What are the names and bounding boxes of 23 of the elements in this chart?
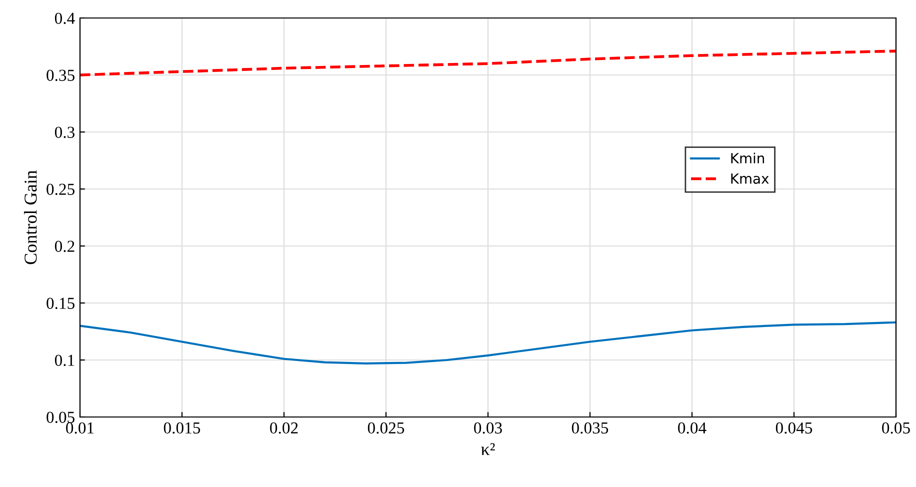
legend-label: Kmin xyxy=(731,152,764,164)
y-tick-label: 0.05 xyxy=(46,412,74,424)
x-tick-label: 0.025 xyxy=(368,422,404,434)
y-axis-title: Control Gain xyxy=(24,170,37,264)
legend-label: Kmax xyxy=(731,174,769,184)
y-tick-label: 0.4 xyxy=(54,12,75,24)
line-series xyxy=(80,50,896,76)
y-tick-label: 0.1 xyxy=(54,354,74,366)
x-axis-title: κ² xyxy=(481,443,495,456)
x-tick-label: 0.015 xyxy=(164,422,200,434)
y-tick-label: 0.3 xyxy=(54,126,74,138)
y-tick-label: 0.35 xyxy=(46,70,74,82)
x-tick-label: 0.04 xyxy=(678,422,706,434)
x-tick-label: 0.01 xyxy=(66,422,94,434)
x-tick-label: 0.045 xyxy=(776,422,812,434)
x-tick-label: 0.05 xyxy=(882,422,910,434)
y-tick-label: 0.15 xyxy=(46,298,74,310)
line-series xyxy=(80,321,896,364)
x-tick-label: 0.035 xyxy=(572,422,608,434)
y-tick-label: 0.25 xyxy=(46,184,74,196)
x-tick-label: 0.03 xyxy=(474,422,502,434)
y-tick-label: 0.2 xyxy=(54,240,74,252)
x-tick-label: 0.02 xyxy=(270,422,298,434)
